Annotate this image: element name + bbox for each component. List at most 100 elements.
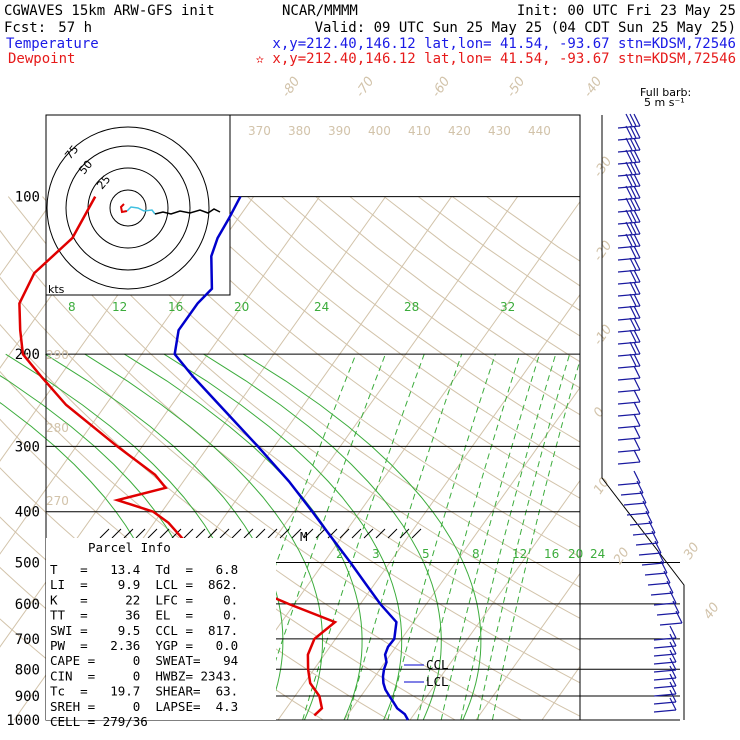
hatch-mark xyxy=(363,528,374,539)
wind-barb xyxy=(617,269,641,285)
isotherm-label--70: -70 xyxy=(353,74,377,100)
hatch-mark xyxy=(207,528,218,539)
hatch-mark xyxy=(315,528,326,539)
hatch-mark xyxy=(243,528,254,539)
wind-barb xyxy=(617,293,641,309)
isotherm-label--20: -20 xyxy=(591,238,615,264)
isotherm-label-30: 30 xyxy=(681,540,703,562)
hatch-mark xyxy=(183,528,194,539)
mixing-ratio-24 xyxy=(460,354,557,720)
hodograph-ring-25 xyxy=(109,189,147,227)
wind-barb xyxy=(617,470,641,486)
mixing-ratio-label-8: 8 xyxy=(68,300,76,314)
hatch-mark xyxy=(99,528,110,539)
wind-barb xyxy=(653,641,677,657)
theta-label-400: 400 xyxy=(368,124,391,138)
mixing-ratio-label-low-16: 16 xyxy=(544,547,559,561)
pressure-label-1000: 1000 xyxy=(6,713,40,729)
wind-barb-panel: Full barb: 5 m s⁻¹ xyxy=(601,86,691,720)
wind-barbs xyxy=(617,113,683,713)
dry-adiabat-420 xyxy=(281,196,580,416)
mixing-ratio-label-24: 24 xyxy=(314,300,329,314)
hatch-mark xyxy=(195,528,206,539)
wind-barb xyxy=(617,317,641,333)
dewpoint-legend: Dewpoint xyxy=(8,51,75,67)
mixing-ratio-label-28: 28 xyxy=(404,300,419,314)
mixing-ratio-label-low-3: 3 xyxy=(372,547,380,561)
mixing-ratio-label-low-8: 8 xyxy=(472,547,480,561)
wind-barb xyxy=(635,530,659,546)
hatch-mark xyxy=(351,528,362,539)
wind-barb xyxy=(617,161,641,177)
wind-barb xyxy=(617,173,641,189)
hatch-mark xyxy=(135,528,146,539)
wind-barb xyxy=(629,510,653,526)
wind-barb xyxy=(617,281,641,297)
isotherm-10 xyxy=(343,386,580,720)
wind-barb xyxy=(617,413,641,429)
melting-level-marker: M xyxy=(300,529,308,544)
dry-adiabat-400 xyxy=(212,196,580,471)
mixing-ratio-20 xyxy=(440,354,540,720)
parcel-info-row: LI = 9.9 LCL = 862. xyxy=(50,577,238,592)
wind-barb xyxy=(626,500,650,516)
isotherm-label--40: -40 xyxy=(581,74,605,100)
wind-barb xyxy=(617,137,641,153)
wind-barb xyxy=(617,149,641,165)
init-time: Init: 00 UTC Fri 23 May 25 xyxy=(517,3,736,19)
wind-barb xyxy=(653,689,677,705)
mixing-ratio-label-20: 20 xyxy=(234,300,249,314)
pressure-label-700: 700 xyxy=(15,632,40,648)
isotherm-0 xyxy=(277,293,580,720)
parcel-info-background xyxy=(46,538,276,720)
full-barb-label: Full barb: xyxy=(640,86,691,99)
wind-barb xyxy=(617,389,641,405)
dry-adiabat-330 xyxy=(0,229,580,684)
wind-barb xyxy=(617,185,641,201)
mixing-ratio-label-low-20: 20 xyxy=(568,547,583,561)
hatch-mark xyxy=(219,528,230,539)
plot-frame xyxy=(45,114,581,721)
theta-labels: 370 380 390 400 410 420 430 440 290 280 270 xyxy=(46,124,551,508)
theta-label-430: 430 xyxy=(488,124,511,138)
wind-barb xyxy=(659,610,683,626)
hatch-mark xyxy=(255,528,266,539)
hatch-mark xyxy=(387,528,398,539)
mixing-ratio-28 xyxy=(477,354,571,720)
header: CGWAVES 15km ARW-GFS init NCAR/MMMM Init… xyxy=(4,3,736,67)
forecast-label: Fcst: xyxy=(4,20,46,36)
wind-barb xyxy=(653,665,677,681)
pressure-label-300: 300 xyxy=(15,439,40,455)
hatch-mark xyxy=(231,528,242,539)
wind-barb xyxy=(617,401,641,417)
temperature-location: x,y=212.40,146.12 lat,lon= 41.54, -93.67… xyxy=(272,36,736,52)
hodograph-trace-upper xyxy=(154,208,221,215)
theta-label-left-280: 280 xyxy=(46,421,69,435)
parcel-info-row: K = 22 LFC = 0. xyxy=(50,592,238,607)
dry-adiabat-370 xyxy=(110,196,580,558)
theta-label-380: 380 xyxy=(288,124,311,138)
hatch-mark xyxy=(303,528,314,539)
dry-adiabat-360 xyxy=(76,196,580,588)
pressure-label-100: 100 xyxy=(15,190,40,206)
mixing-ratio-label-12: 12 xyxy=(112,300,127,314)
mixing-ratio-label-32: 32 xyxy=(500,300,515,314)
mixing-ratio-label-low-5: 5 xyxy=(422,547,430,561)
theta-label-410: 410 xyxy=(408,124,431,138)
wind-barb xyxy=(653,625,677,641)
pressure-label-900: 900 xyxy=(15,689,40,705)
dry-adiabat-450 xyxy=(383,196,580,337)
parcel-info-row: T = 13.4 Td = 6.8 xyxy=(50,562,238,577)
isotherm-label--10: -10 xyxy=(591,322,615,348)
hatch-mark xyxy=(291,528,302,539)
dewpoint-profile-line xyxy=(18,195,338,717)
hatch-mark xyxy=(147,528,158,539)
wind-barb xyxy=(617,245,641,261)
forecast-hour: 57 h xyxy=(58,20,92,36)
wind-barb xyxy=(623,490,647,506)
hatch-mark xyxy=(279,528,290,539)
hatch-mark xyxy=(399,528,410,539)
dewpoint-location: ✫ x,y=212.40,146.12 lat,lon= 41.54, -93.… xyxy=(256,51,736,67)
wind-barb xyxy=(617,353,641,369)
